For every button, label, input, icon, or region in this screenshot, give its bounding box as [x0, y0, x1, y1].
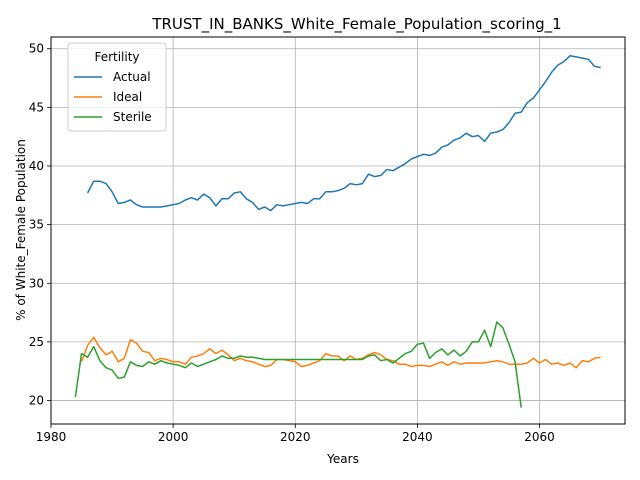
y-tick-label: 25: [29, 335, 44, 349]
x-tick-label: 1980: [36, 430, 67, 444]
x-tick-label: 2000: [158, 430, 189, 444]
grid: [50, 37, 625, 424]
legend-box: [67, 42, 167, 132]
x-tick-label: 2060: [524, 430, 555, 444]
y-tick-label: 30: [29, 276, 44, 290]
x-axis-label: Years: [326, 452, 359, 466]
y-tick-label: 50: [29, 42, 44, 56]
x-axis-ticks: 1980 2000 2020 2040 2060: [36, 424, 555, 444]
y-tick-label: 35: [29, 218, 44, 232]
series-line-sterile: [74, 321, 522, 408]
y-axis-label: % of White_Female Population: [14, 139, 28, 321]
legend-label-ideal: Ideal: [113, 90, 142, 104]
legend-label-actual: Actual: [113, 70, 151, 84]
series-layer: [74, 55, 601, 408]
y-tick-label: 45: [29, 100, 44, 114]
y-tick-label: 20: [29, 394, 44, 408]
legend-title: Fertility: [94, 50, 139, 64]
legend: Fertility Actual Ideal Sterile: [67, 42, 167, 132]
x-tick-label: 2040: [402, 430, 433, 444]
chart-title: TRUST_IN_BANKS_White_Female_Population_s…: [151, 15, 561, 34]
legend-entries: Actual Ideal Sterile: [74, 70, 152, 124]
series-line-actual: [86, 55, 601, 212]
axes-frame: [50, 36, 626, 425]
x-tick-label: 2020: [280, 430, 311, 444]
y-tick-label: 40: [29, 159, 44, 173]
legend-label-sterile: Sterile: [113, 110, 152, 124]
series-line-ideal: [80, 336, 601, 369]
y-axis-ticks: 20 25 30 35 40 45 50: [29, 42, 51, 408]
